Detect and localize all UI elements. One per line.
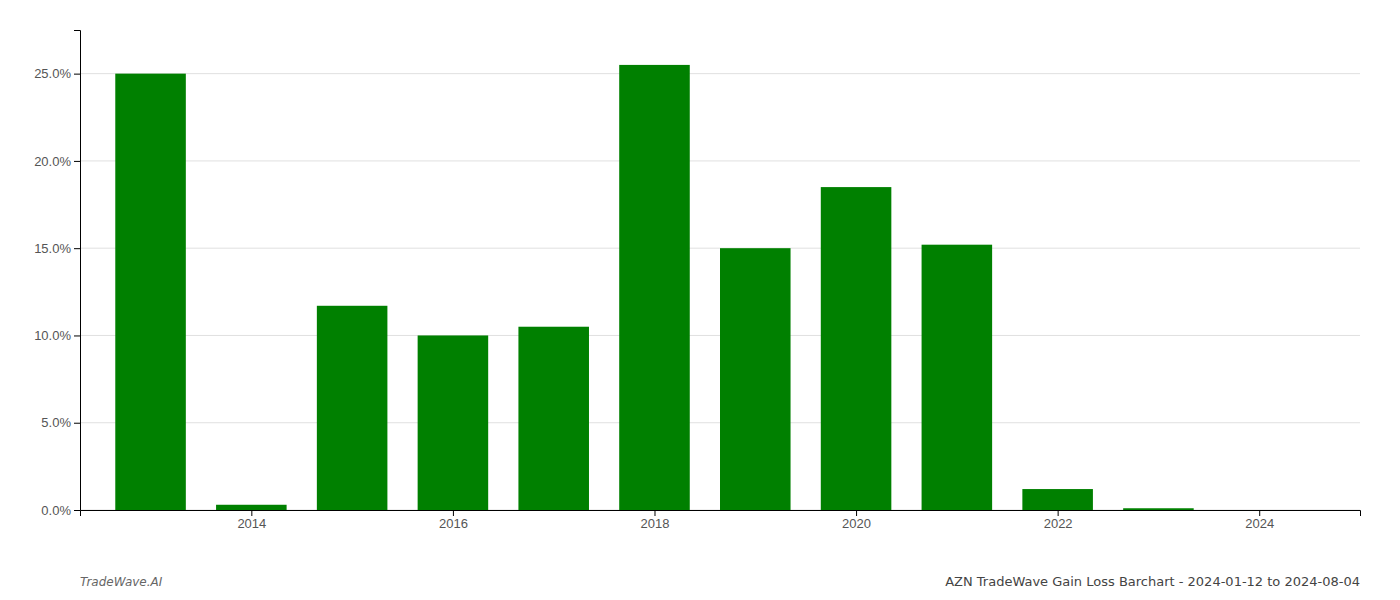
x-tick: 2014 xyxy=(237,510,266,531)
y-tick-label: 25.0% xyxy=(34,66,71,81)
footer: TradeWave.AI xyxy=(80,575,163,589)
x-tick-label: 2024 xyxy=(1245,516,1274,531)
x-tick: 2018 xyxy=(641,510,670,531)
y-tick-label: 10.0% xyxy=(34,328,71,343)
bar xyxy=(418,335,489,510)
x-tick-mark xyxy=(251,510,252,516)
x-tick-label: 2018 xyxy=(641,516,670,531)
x-tick: 2016 xyxy=(439,510,468,531)
y-tick-mark xyxy=(74,423,80,424)
x-tick: 2020 xyxy=(842,510,871,531)
y-axis-line xyxy=(74,31,81,511)
x-tick-label: 2014 xyxy=(237,516,266,531)
y-tick: 0.0% xyxy=(41,503,80,518)
bar xyxy=(115,74,186,510)
bar xyxy=(821,187,892,510)
bar xyxy=(518,327,589,510)
bar xyxy=(317,306,388,510)
x-tick: 2022 xyxy=(1044,510,1073,531)
x-tick-mark xyxy=(1259,510,1260,516)
x-tick-mark xyxy=(453,510,454,516)
bars xyxy=(115,65,1193,510)
x-tick-mark xyxy=(1058,510,1059,516)
chart: 2014 2016 2018 2020 2022 2024 0.0% 5.0% 10.0% 15.… xyxy=(0,0,1400,600)
y-tick-mark xyxy=(74,161,80,162)
grid xyxy=(80,74,1360,510)
x-tick-mark xyxy=(654,510,655,516)
y-tick: 25.0% xyxy=(34,66,80,81)
y-tick-mark xyxy=(74,248,80,249)
y-tick-label: 0.0% xyxy=(41,503,71,518)
bar xyxy=(216,505,287,510)
grid-line xyxy=(80,160,1360,161)
x-tick-mark xyxy=(856,510,857,516)
y-tick-mark xyxy=(74,335,80,336)
y-tick-label: 15.0% xyxy=(34,241,71,256)
y-tick-mark xyxy=(74,74,80,75)
y-tick-mark xyxy=(74,510,80,511)
bar xyxy=(720,248,791,510)
x-tick-label: 2016 xyxy=(439,516,468,531)
x-axis: 2014 2016 2018 2020 2022 2024 xyxy=(81,510,1361,531)
bar xyxy=(922,245,993,510)
y-tick-label: 5.0% xyxy=(41,415,71,430)
x-axis-line xyxy=(81,511,1361,517)
bar xyxy=(1022,489,1093,510)
y-axis: 0.0% 5.0% 10.0% 15.0% 20.0% 25.0% xyxy=(34,31,80,518)
y-tick-label: 20.0% xyxy=(34,154,71,169)
x-tick-label: 2022 xyxy=(1044,516,1073,531)
bar xyxy=(1123,508,1194,510)
x-tick-label: 2020 xyxy=(842,516,871,531)
y-tick: 20.0% xyxy=(34,154,80,169)
y-tick: 10.0% xyxy=(34,328,80,343)
x-tick: 2024 xyxy=(1245,510,1274,531)
y-tick: 15.0% xyxy=(34,241,80,256)
title: AZN TradeWave Gain Loss Barchart - 2024-… xyxy=(945,574,1360,589)
y-tick: 5.0% xyxy=(41,415,80,430)
grid-line xyxy=(80,73,1360,74)
bar xyxy=(1224,510,1295,511)
bar xyxy=(619,65,690,510)
